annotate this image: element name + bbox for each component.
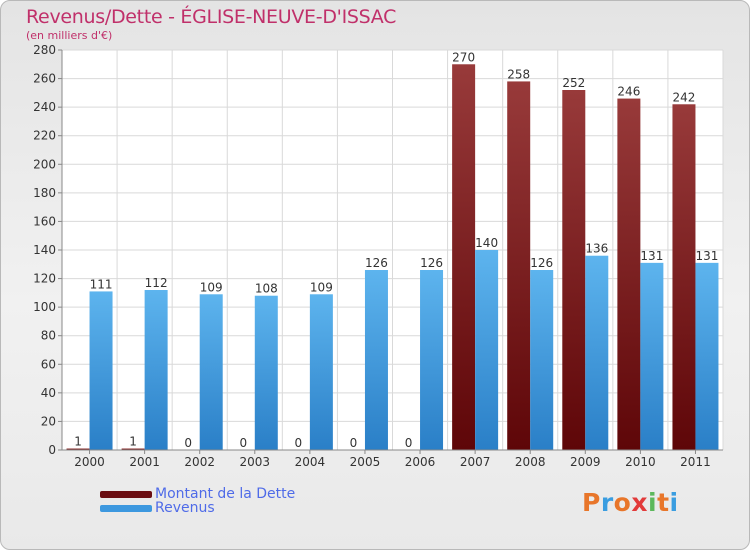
- bar-revenus: [640, 262, 664, 450]
- y-tick-label: 100: [33, 300, 56, 314]
- y-tick-label: 260: [33, 72, 56, 86]
- bar-dette: [121, 448, 145, 450]
- data-label-revenus: 136: [585, 242, 608, 256]
- x-tick-label: 2004: [295, 455, 326, 469]
- y-tick-label: 80: [41, 329, 56, 343]
- data-label-revenus: 126: [420, 256, 443, 270]
- data-label-revenus: 109: [310, 280, 333, 294]
- data-label-dette: 0: [350, 436, 358, 450]
- x-tick-label: 2010: [625, 455, 656, 469]
- legend-label-revenus: Revenus: [155, 500, 215, 516]
- x-tick-label: 2000: [74, 455, 105, 469]
- legend-label-dette: Montant de la Dette: [155, 486, 296, 502]
- bar-dette: [452, 64, 476, 451]
- bar-revenus: [89, 291, 113, 450]
- bar-dette: [562, 90, 586, 450]
- bar-dette: [66, 448, 90, 450]
- x-tick-label: 2001: [129, 455, 160, 469]
- data-label-dette: 270: [452, 50, 475, 64]
- bar-dette: [617, 98, 641, 451]
- bar-dette: [672, 104, 696, 451]
- legend-swatch-revenus: [100, 505, 152, 512]
- y-tick-label: 280: [33, 43, 56, 57]
- data-label-dette: 0: [184, 436, 192, 450]
- data-label-revenus: 131: [696, 249, 719, 263]
- y-tick-label: 40: [41, 386, 56, 400]
- x-tick-label: 2008: [515, 455, 546, 469]
- x-tick-label: 2009: [570, 455, 601, 469]
- y-tick-label: 60: [41, 357, 56, 371]
- y-tick-label: 120: [33, 272, 56, 286]
- data-label-dette: 0: [239, 436, 247, 450]
- data-label-dette: 1: [129, 435, 137, 449]
- data-label-dette: 1: [74, 435, 82, 449]
- data-label-dette: 0: [405, 436, 413, 450]
- bar-revenus: [475, 250, 499, 450]
- bars: 1111111201090108010901260126270140258126…: [66, 50, 719, 451]
- x-tick-label: 2007: [460, 455, 491, 469]
- data-label-revenus: 126: [365, 256, 388, 270]
- y-tick-label: 220: [33, 129, 56, 143]
- data-label-revenus: 126: [530, 256, 553, 270]
- x-tick-label: 2002: [184, 455, 215, 469]
- bar-revenus: [309, 294, 333, 450]
- x-tick-label: 2005: [350, 455, 381, 469]
- bar-revenus: [254, 295, 278, 450]
- data-label-dette: 246: [617, 85, 640, 99]
- x-tick-label: 2003: [240, 455, 271, 469]
- data-label-revenus: 109: [200, 280, 223, 294]
- data-label-dette: 252: [562, 76, 585, 90]
- y-tick-label: 180: [33, 186, 56, 200]
- data-label-dette: 242: [673, 90, 696, 104]
- proxiti-logo: Proxiti: [582, 488, 679, 517]
- data-label-revenus: 112: [145, 276, 168, 290]
- bar-revenus: [530, 270, 554, 450]
- data-label-dette: 258: [507, 67, 530, 81]
- bar-revenus: [420, 270, 444, 450]
- x-tick-label: 2011: [680, 455, 711, 469]
- legend-swatch-dette: [100, 491, 152, 498]
- chart-unit-label: (en milliers d'€): [26, 29, 113, 42]
- bar-dette: [507, 81, 531, 450]
- bar-revenus: [695, 262, 719, 450]
- y-tick-label: 160: [33, 214, 56, 228]
- bar-revenus: [364, 270, 388, 450]
- data-label-dette: 0: [295, 436, 303, 450]
- grid-lines: [61, 49, 724, 451]
- chart-title: Revenus/Dette - ÉGLISE-NEUVE-D'ISSAC: [26, 6, 397, 28]
- y-tick-label: 140: [33, 243, 56, 257]
- data-label-revenus: 108: [255, 282, 278, 296]
- y-tick-label: 240: [33, 100, 56, 114]
- data-label-revenus: 111: [90, 277, 113, 291]
- bar-revenus: [585, 255, 609, 450]
- y-tick-label: 200: [33, 157, 56, 171]
- bar-revenus: [199, 294, 223, 450]
- data-label-revenus: 131: [640, 249, 663, 263]
- x-tick-label: 2006: [405, 455, 436, 469]
- axes: 0204060801001201401601802002202402602802…: [33, 43, 723, 469]
- bar-revenus: [144, 290, 168, 450]
- y-tick-label: 20: [41, 414, 56, 428]
- y-tick-label: 0: [48, 443, 56, 457]
- data-label-revenus: 140: [475, 236, 498, 250]
